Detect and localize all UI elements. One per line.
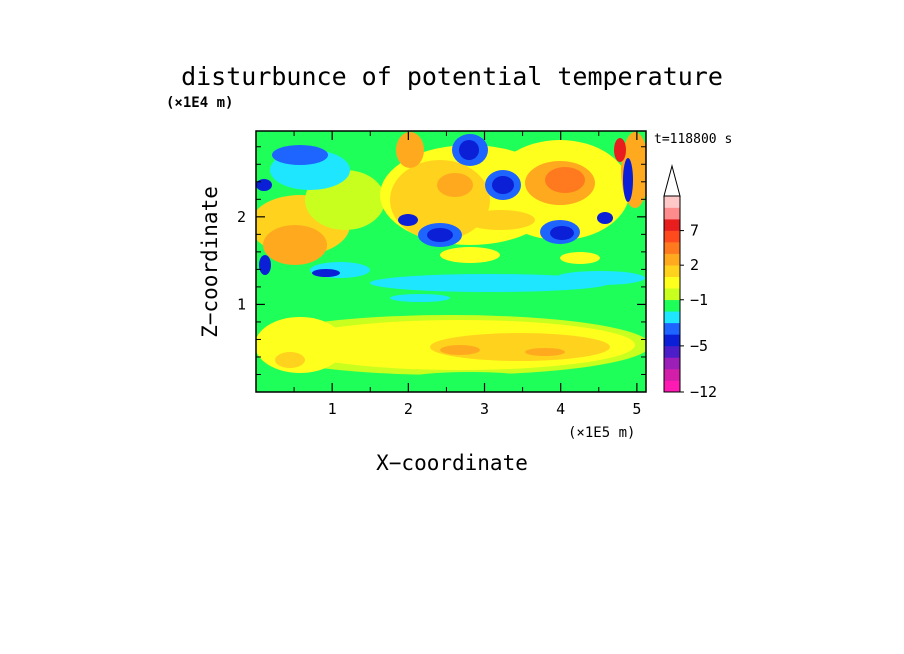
colorbar: 7 2 −1 −5 −12 bbox=[663, 164, 717, 401]
plot-frame bbox=[255, 130, 647, 393]
colorbar-swatch bbox=[664, 230, 680, 243]
contour-region bbox=[525, 348, 565, 356]
x-tick-label: 5 bbox=[632, 400, 641, 418]
contour-region bbox=[312, 269, 340, 277]
y-tick-label: 2 bbox=[237, 208, 246, 226]
y-axis: 12 bbox=[237, 146, 646, 375]
contour-region bbox=[427, 228, 453, 242]
colorbar-extend-arrow bbox=[663, 164, 681, 197]
contour-region bbox=[263, 225, 327, 265]
contour-region bbox=[465, 210, 535, 230]
colorbar-swatch bbox=[664, 196, 680, 208]
colorbar-tick-label: −12 bbox=[690, 383, 717, 401]
colorbar-swatch bbox=[664, 380, 680, 393]
colorbar-swatch bbox=[664, 265, 680, 278]
y-tick-label: 1 bbox=[237, 295, 246, 313]
contour-region bbox=[437, 173, 473, 197]
contour-region bbox=[410, 372, 530, 384]
colorbar-swatch bbox=[664, 322, 680, 335]
contour-region bbox=[614, 138, 626, 162]
x-tick-label: 4 bbox=[556, 400, 565, 418]
x-tick-label: 3 bbox=[480, 400, 489, 418]
x-axis-label: X−coordinate bbox=[376, 451, 528, 475]
contour-region bbox=[459, 140, 479, 160]
y-axis-label: Z−coordinate bbox=[198, 186, 222, 338]
contour-region bbox=[570, 368, 630, 378]
contour-region bbox=[555, 271, 645, 285]
colorbar-frame bbox=[663, 195, 681, 393]
colorbar-swatch bbox=[664, 253, 680, 266]
contour-region bbox=[623, 158, 633, 202]
contour-region bbox=[259, 255, 271, 275]
contour-region bbox=[256, 179, 272, 191]
x-axis: 1 2 3 4 5 bbox=[293, 131, 641, 418]
colorbar-swatch bbox=[664, 368, 680, 381]
colorbar-tick-label: 7 bbox=[690, 222, 699, 240]
x-scale-label: (×1E5 m) bbox=[568, 425, 635, 441]
contour-region bbox=[545, 167, 585, 193]
contour-region bbox=[550, 226, 574, 240]
contour-region bbox=[440, 345, 480, 355]
contour-region bbox=[390, 294, 450, 302]
contour-region bbox=[430, 333, 610, 361]
contour-region bbox=[560, 252, 600, 264]
contour-region bbox=[275, 352, 305, 368]
colorbar-swatch bbox=[664, 299, 680, 312]
contour-region bbox=[396, 132, 424, 168]
contour-region bbox=[398, 214, 418, 226]
contour-region bbox=[440, 247, 500, 263]
colorbar-swatch bbox=[664, 357, 680, 370]
time-label: t=118800 s bbox=[654, 132, 732, 147]
colorbar-swatch bbox=[664, 219, 680, 231]
x-tick-label: 2 bbox=[404, 400, 413, 418]
colorbar-swatch bbox=[664, 242, 680, 254]
colorbar-swatch bbox=[664, 334, 680, 347]
x-tick-label: 1 bbox=[328, 400, 337, 418]
colorbar-swatch bbox=[664, 207, 680, 220]
colorbar-swatch bbox=[664, 311, 680, 324]
colorbar-swatch bbox=[664, 288, 680, 301]
colorbar-tick-label: −5 bbox=[690, 337, 708, 355]
colorbar-tick-label: −1 bbox=[690, 291, 708, 309]
contour-region bbox=[597, 212, 613, 224]
chart-title: disturbunce of potential temperature bbox=[181, 62, 723, 91]
contour-field bbox=[256, 131, 646, 392]
colorbar-swatch bbox=[664, 345, 680, 358]
contour-region bbox=[272, 145, 328, 165]
contour-region bbox=[492, 176, 514, 194]
colorbar-swatch bbox=[664, 276, 680, 289]
colorbar-tick-label: 2 bbox=[690, 256, 699, 274]
contour-region bbox=[370, 274, 610, 292]
y-scale-label: (×1E4 m) bbox=[166, 95, 233, 111]
